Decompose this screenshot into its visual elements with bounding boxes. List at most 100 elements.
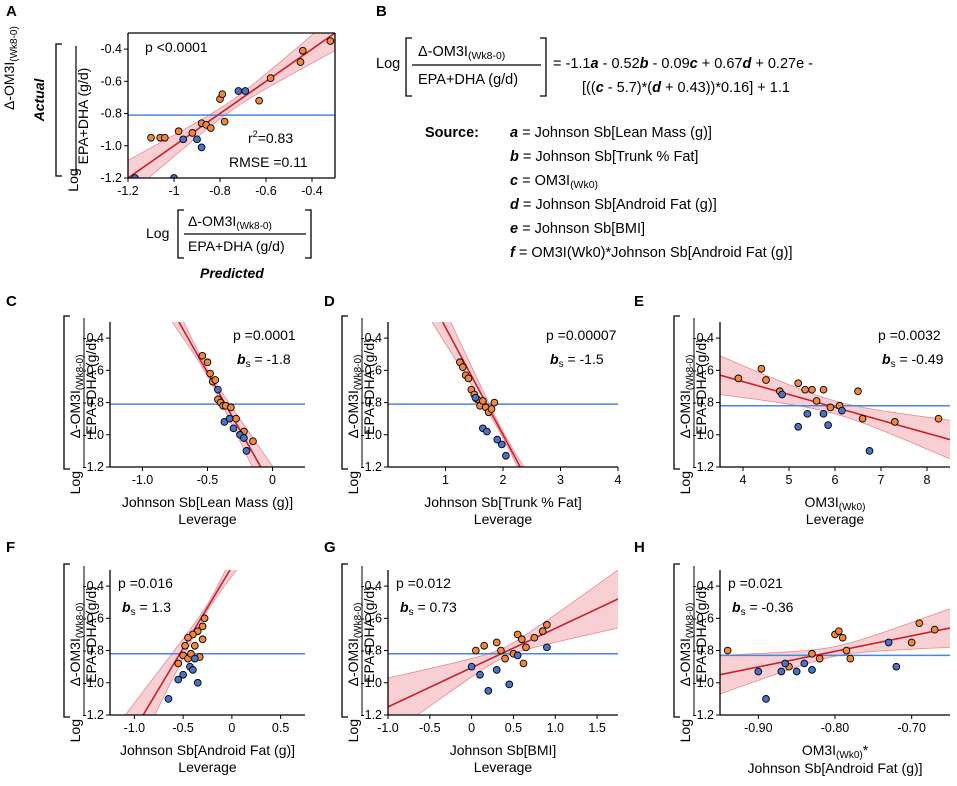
panel-d-point-orange	[487, 405, 496, 413]
panel-g-ytick-label: -0.6	[360, 611, 382, 625]
panel-g-ytick-label: -0.8	[360, 644, 382, 658]
panel-e-ylabel-num: Δ-OM3I(Wk8-0)	[677, 355, 696, 439]
svg-text:Δ-OM3I(Wk8-0): Δ-OM3I(Wk8-0)	[188, 213, 272, 232]
panel-d-plot: -0.4 -0.6 -0.8 -1.0 -1.2 1 2 3 4 D Log Δ-OM3I(Wk8-0…	[324, 293, 622, 527]
panel-c-bs-sub: s	[246, 359, 251, 370]
panel-e-ylabel-log: Log	[677, 471, 693, 494]
panel-e-point-orange	[794, 379, 803, 388]
panel-c-ylabel-num-text: Δ-OM3I	[67, 390, 83, 438]
panel-b-eq-line2: [((c - 5.7)*(d + 0.43))*0.16] + 1.1	[582, 80, 790, 96]
panel-e-xtick-label: 7	[878, 473, 885, 487]
panel-e-bs-label: b	[882, 351, 891, 367]
panel-d-bs-number: = -1.5	[564, 351, 604, 367]
panel-h-ytick-label: -1.2	[692, 708, 714, 722]
panel-a-point-orange	[174, 127, 183, 136]
panel-g-point-orange	[543, 620, 551, 629]
panel-f-letter: F	[6, 539, 15, 556]
panel-e-leverage-label: Leverage	[806, 511, 865, 527]
panel-g-xtick-label: 1.0	[547, 721, 564, 735]
panel-a-xlabel-log: Log	[146, 225, 169, 241]
panel-f-point-blue	[190, 654, 199, 663]
panel-c-xlabel: Johnson Sb[Lean Mass (g)]	[122, 494, 293, 510]
panel-a-xtick-label: -0.4	[301, 184, 323, 198]
panel-f-ylabel-log: Log	[67, 719, 83, 742]
panel-a-ylabel-bracket	[55, 43, 62, 177]
panel-a-xlabel-predicted: Predicted	[200, 265, 264, 281]
panel-g-plot-area	[388, 570, 618, 715]
panel-b-source-c: c = OM3I(Wk0)	[510, 173, 598, 191]
panel-g-plot: -0.4-0.6-0.8-1.0-1.2-1.0 -0.5 0 0.5 1.0 1.5GL…	[324, 539, 618, 775]
panel-c-point-orange	[249, 437, 257, 446]
panel-c-ylabel-den: EPA+DHA (g/d)	[83, 338, 99, 435]
panel-c-ylabel: Log Δ-OM3I(Wk8-0)EPA+DHA (g/d)	[63, 315, 99, 494]
panel-h-point-blue	[800, 659, 809, 668]
panel-h-point-blue	[777, 667, 786, 676]
panel-a-point-orange	[326, 37, 335, 45]
panel-e-point-orange	[757, 364, 766, 373]
panel-e-ylabel-den: EPA+DHA (g/d)	[693, 338, 709, 435]
panel-e-xtick-label: 4	[740, 473, 747, 487]
panel-a-point-orange	[147, 133, 155, 142]
panel-g-point-orange	[538, 627, 547, 636]
panel-g-point-blue	[492, 666, 501, 674]
panel-e-band-lower	[720, 394, 950, 460]
panel-g-ylabel: Log Δ-OM3I(Wk8-0)EPA+DHA (g/d)	[341, 563, 377, 742]
panel-f-point-blue	[189, 666, 197, 674]
panel-e-ytick-label: -1.0	[692, 428, 714, 442]
panel-a-point-blue	[193, 135, 201, 144]
panel-c-p-value: p =0.0001	[233, 327, 296, 343]
panel-f-ylabel-den: EPA+DHA (g/d)	[83, 586, 99, 683]
panel-h-point-blue	[884, 638, 893, 647]
panel-f-ytick-label: -1.0	[82, 676, 104, 690]
panel-g-ylabel-log: Log	[345, 719, 361, 742]
panel-f-bs-value: bs = 1.3	[122, 599, 171, 618]
panel-h-letter: H	[634, 539, 645, 556]
panel-a-ylabel-actual: Actual	[31, 78, 47, 123]
panel-g-letter: G	[324, 539, 336, 556]
panel-a-point-orange	[188, 129, 197, 137]
panel-e-point-blue	[865, 447, 874, 455]
panel-h-point-orange	[915, 619, 924, 628]
panel-e-ylabel-num-text: Δ-OM3I	[677, 390, 693, 438]
panel-h-point-orange	[930, 625, 939, 634]
panel-h-fit-line	[720, 627, 950, 676]
panel-e-point-orange	[934, 414, 943, 423]
panel-f-point-orange	[200, 614, 209, 623]
panel-f-bs-sub: s	[131, 607, 136, 618]
panel-a-xlabel-den: EPA+DHA (g/d)	[188, 238, 285, 254]
panel-e-bs-sub: s	[891, 359, 896, 370]
panel-a-point-orange	[296, 58, 305, 66]
panel-d-ytick-label: -1.0	[360, 428, 382, 442]
panel-g-xlabel: Johnson Sb[BMI]	[450, 742, 557, 758]
panel-f-xtick-label: 0	[228, 721, 235, 735]
panel-g-point-orange	[471, 646, 480, 655]
panel-h-point-orange	[842, 646, 851, 655]
panel-b-log: Log	[376, 56, 400, 72]
panel-b-sources: Source: a = Johnson Sb[Lean Mass (g)] b …	[425, 125, 792, 261]
panel-a-ytick-label: -1.2	[100, 171, 122, 185]
panel-f-xtick-label: -0.5	[172, 721, 194, 735]
panel-a-xtick-label: -0.6	[255, 184, 277, 198]
panel-d-leverage-label: Leverage	[474, 511, 533, 527]
panel-e-point-orange	[858, 414, 867, 423]
panel-d-plot-area	[388, 322, 618, 467]
panel-c-point-blue	[229, 424, 238, 433]
panel-h-point-blue	[762, 695, 770, 703]
panel-d-point-blue	[502, 451, 510, 460]
panel-e-plot-area	[720, 355, 950, 460]
panel-g-bs-label: b	[400, 599, 409, 615]
panel-a-xlabel: Log Δ-OM3I(Wk8-0) EPA+DHA (g/d) Predicte…	[146, 209, 312, 281]
panel-a-xlabel-sub: (Wk8-0)	[236, 221, 272, 232]
panel-e-bs-number: = -0.49	[896, 351, 944, 367]
panel-a-ylabel-num: Δ-OM3I	[1, 62, 17, 110]
panel-b-eq-line1: = -1.1a - 0.52b - 0.09c + 0.67d + 0.27e …	[553, 56, 813, 72]
panel-d-point-blue	[493, 435, 502, 444]
panel-h-xlabel-star: *	[863, 742, 869, 758]
panel-f-xtick-label: 0.5	[272, 721, 289, 735]
panel-h-point-orange	[846, 654, 855, 663]
panel-g-ytick-label: -0.4	[360, 579, 382, 593]
panel-d-fit-line	[441, 322, 521, 467]
panel-e-point-orange	[826, 403, 835, 412]
panel-e-point-blue	[803, 409, 812, 418]
panel-a-point-orange	[266, 74, 275, 82]
